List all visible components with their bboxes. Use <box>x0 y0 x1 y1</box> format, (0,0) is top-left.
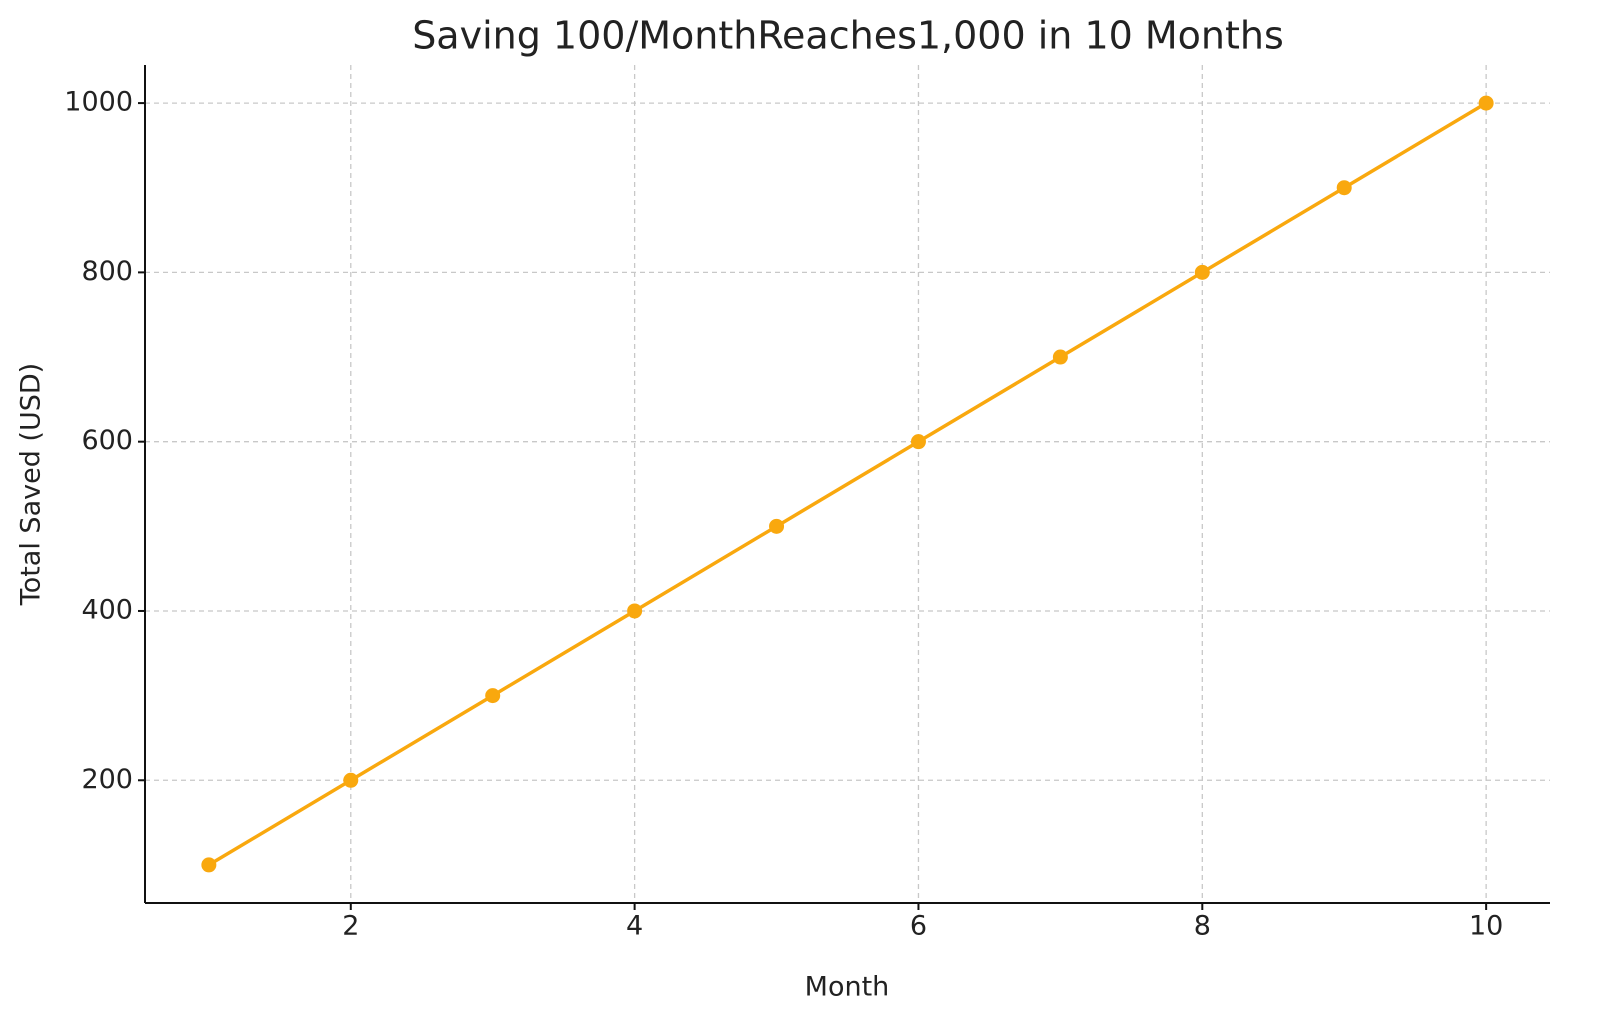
data-point <box>201 857 217 873</box>
y-tick-label: 1000 <box>64 87 133 118</box>
x-tick-label: 10 <box>1469 911 1503 942</box>
x-axis-label: Month <box>805 972 890 1003</box>
y-tick-label: 800 <box>81 256 133 287</box>
x-tick-label: 4 <box>626 911 643 942</box>
y-axis-label: Total Saved (USD) <box>16 363 47 606</box>
data-point <box>1336 180 1352 196</box>
chart-title: Saving 100/MonthReaches1,000 in 10 Month… <box>412 14 1284 58</box>
y-tick-label: 200 <box>81 764 133 795</box>
data-point <box>627 603 643 619</box>
y-tick-label: 600 <box>81 425 133 456</box>
data-point <box>1052 349 1068 365</box>
data-point <box>343 772 359 788</box>
data-point <box>1194 264 1210 280</box>
x-tick-label: 6 <box>910 911 927 942</box>
x-tick-label: 8 <box>1194 911 1211 942</box>
series-line <box>207 101 1488 867</box>
y-tick-label: 400 <box>81 594 133 625</box>
data-point <box>1478 95 1494 111</box>
x-tick-label: 2 <box>342 911 359 942</box>
data-point <box>769 518 785 534</box>
data-point <box>485 688 501 704</box>
data-point <box>910 434 926 450</box>
